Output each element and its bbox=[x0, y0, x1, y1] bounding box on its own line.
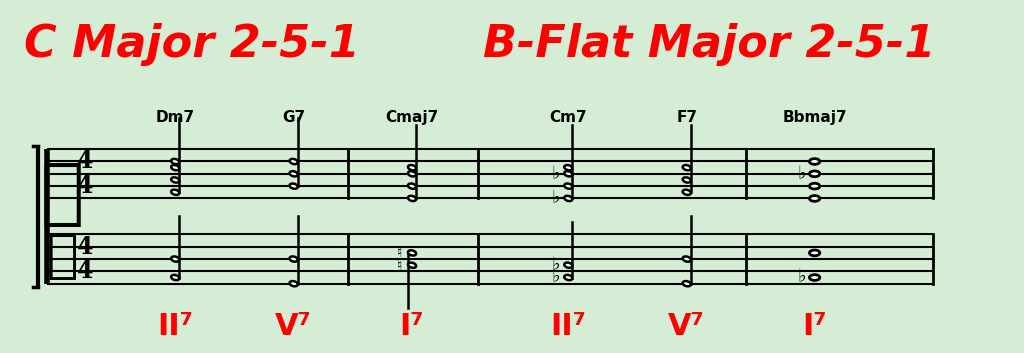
Text: Dm7: Dm7 bbox=[156, 110, 195, 125]
Ellipse shape bbox=[809, 183, 820, 189]
Text: I⁷: I⁷ bbox=[399, 312, 424, 341]
Text: 𝄢: 𝄢 bbox=[47, 231, 78, 282]
Text: Cm7: Cm7 bbox=[550, 110, 587, 125]
Ellipse shape bbox=[683, 281, 691, 286]
Ellipse shape bbox=[809, 196, 820, 201]
Ellipse shape bbox=[564, 196, 572, 201]
Text: ♭: ♭ bbox=[797, 165, 806, 183]
Text: 4: 4 bbox=[77, 150, 93, 173]
Text: C Major 2-5-1: C Major 2-5-1 bbox=[24, 23, 359, 66]
Text: 4: 4 bbox=[77, 174, 93, 198]
Text: ♭: ♭ bbox=[552, 256, 560, 274]
Ellipse shape bbox=[290, 159, 298, 164]
Ellipse shape bbox=[683, 165, 691, 170]
Ellipse shape bbox=[290, 281, 298, 286]
Text: ♭: ♭ bbox=[552, 269, 560, 287]
Ellipse shape bbox=[171, 165, 179, 170]
Ellipse shape bbox=[683, 177, 691, 183]
Text: 4: 4 bbox=[77, 235, 93, 259]
Ellipse shape bbox=[171, 177, 179, 183]
Ellipse shape bbox=[809, 250, 820, 256]
Ellipse shape bbox=[408, 250, 416, 256]
Text: II⁷: II⁷ bbox=[157, 312, 194, 341]
Text: 𝄞: 𝄞 bbox=[41, 158, 84, 229]
Ellipse shape bbox=[683, 190, 691, 195]
Text: ♭: ♭ bbox=[797, 269, 806, 287]
Ellipse shape bbox=[408, 171, 416, 176]
Ellipse shape bbox=[408, 184, 416, 189]
Text: B-Flat Major 2-5-1: B-Flat Major 2-5-1 bbox=[483, 23, 936, 66]
Ellipse shape bbox=[683, 256, 691, 262]
Text: V⁷: V⁷ bbox=[275, 312, 312, 341]
Text: G7: G7 bbox=[282, 110, 305, 125]
Ellipse shape bbox=[564, 275, 572, 280]
Ellipse shape bbox=[809, 158, 820, 164]
Text: 4: 4 bbox=[77, 259, 93, 283]
Text: F7: F7 bbox=[676, 110, 697, 125]
Ellipse shape bbox=[171, 275, 179, 280]
Ellipse shape bbox=[171, 256, 179, 262]
Text: ♮: ♮ bbox=[397, 258, 402, 273]
Text: ♭: ♭ bbox=[552, 190, 560, 208]
Ellipse shape bbox=[408, 263, 416, 268]
Ellipse shape bbox=[564, 171, 572, 176]
Ellipse shape bbox=[290, 171, 298, 176]
Ellipse shape bbox=[408, 165, 416, 170]
Ellipse shape bbox=[564, 263, 572, 268]
Ellipse shape bbox=[809, 171, 820, 177]
Text: II⁷: II⁷ bbox=[550, 312, 587, 341]
Ellipse shape bbox=[290, 184, 298, 189]
Text: Bbmaj7: Bbmaj7 bbox=[782, 110, 847, 125]
Text: I⁷: I⁷ bbox=[802, 312, 827, 341]
Text: ♭: ♭ bbox=[552, 165, 560, 183]
Ellipse shape bbox=[408, 196, 416, 201]
Ellipse shape bbox=[171, 190, 179, 195]
Ellipse shape bbox=[809, 275, 820, 280]
Ellipse shape bbox=[564, 165, 572, 170]
Ellipse shape bbox=[290, 256, 298, 262]
Text: Cmaj7: Cmaj7 bbox=[385, 110, 438, 125]
Ellipse shape bbox=[564, 184, 572, 189]
Ellipse shape bbox=[171, 159, 179, 164]
Text: ♮: ♮ bbox=[397, 245, 402, 261]
Text: V⁷: V⁷ bbox=[669, 312, 706, 341]
